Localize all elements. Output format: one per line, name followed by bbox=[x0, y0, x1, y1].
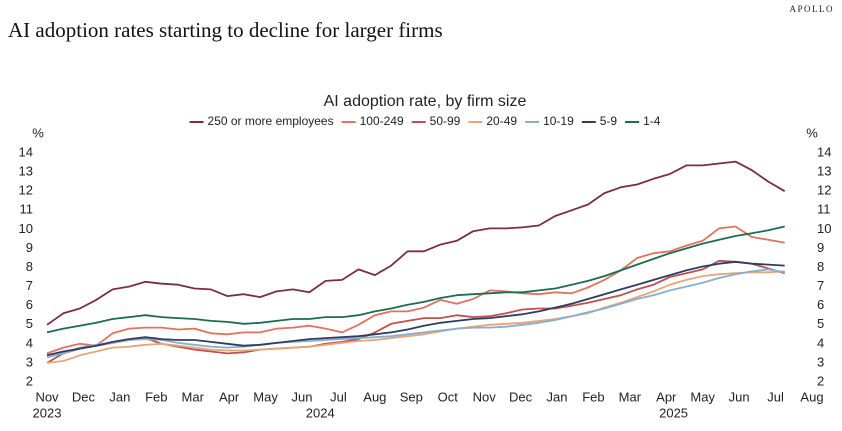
x-tick-label: Dec bbox=[509, 389, 533, 404]
series-line bbox=[46, 225, 785, 334]
x-tick-label: Mar bbox=[619, 389, 642, 404]
x-tick-label: Jan bbox=[109, 389, 130, 404]
series-line bbox=[46, 268, 785, 359]
y-tick-label: 10 bbox=[19, 221, 33, 236]
x-tick-label: Jul bbox=[330, 389, 347, 404]
y-tick-label: 4 bbox=[26, 335, 33, 350]
y-tick-label: 6 bbox=[26, 297, 33, 312]
y2-tick-label: 5 bbox=[817, 316, 824, 331]
y2-tick-label: 8 bbox=[817, 259, 824, 274]
year-label: 2024 bbox=[306, 405, 335, 420]
y-tick-label: 3 bbox=[26, 354, 33, 369]
x-tick-label: Nov bbox=[473, 389, 497, 404]
x-tick-label: Feb bbox=[582, 389, 604, 404]
x-tick-label: Apr bbox=[219, 389, 240, 404]
x-tick-label: Nov bbox=[35, 389, 59, 404]
x-tick-label: Jan bbox=[547, 389, 568, 404]
legend-label: 10-19 bbox=[543, 114, 574, 128]
y2-axis-label: % bbox=[806, 125, 818, 140]
brand: APOLLO bbox=[790, 4, 835, 14]
legend-label: 100-249 bbox=[360, 114, 404, 128]
legend-label: 50-99 bbox=[430, 114, 461, 128]
series-line bbox=[46, 270, 785, 364]
y2-tick-label: 4 bbox=[817, 335, 824, 350]
y2-tick-label: 14 bbox=[817, 144, 831, 159]
y2-tick-label: 13 bbox=[817, 164, 831, 179]
x-tick-label: May bbox=[690, 389, 715, 404]
year-label: 2025 bbox=[659, 405, 688, 420]
series-line bbox=[46, 160, 786, 326]
y2-tick-label: 12 bbox=[817, 183, 831, 198]
y-tick-label: 5 bbox=[26, 316, 33, 331]
legend-label: 250 or more employees bbox=[208, 114, 334, 128]
x-tick-label: Jun bbox=[292, 389, 313, 404]
y2-tick-label: 3 bbox=[817, 354, 824, 369]
x-tick-label: Aug bbox=[800, 389, 823, 404]
x-tick-label: Mar bbox=[182, 389, 205, 404]
y2-tick-label: 2 bbox=[817, 373, 824, 388]
x-tick-label: Jun bbox=[729, 389, 750, 404]
y2-tick-label: 7 bbox=[817, 278, 824, 293]
x-tick-label: May bbox=[253, 389, 278, 404]
x-tick-label: Feb bbox=[145, 389, 167, 404]
legend-label: 20-49 bbox=[486, 114, 517, 128]
series-line bbox=[46, 260, 785, 357]
year-label: 2023 bbox=[33, 405, 62, 420]
y-tick-label: 14 bbox=[19, 144, 33, 159]
y2-tick-label: 6 bbox=[817, 297, 824, 312]
y2-tick-label: 11 bbox=[817, 202, 831, 217]
y-tick-label: 11 bbox=[20, 202, 34, 217]
x-tick-label: Aug bbox=[363, 389, 386, 404]
y-tick-label: 2 bbox=[26, 373, 33, 388]
series-line bbox=[46, 225, 785, 355]
x-tick-label: Dec bbox=[72, 389, 96, 404]
chart-title: AI adoption rate, by firm size bbox=[324, 93, 527, 110]
y-tick-label: 13 bbox=[19, 164, 33, 179]
y-axis-label: % bbox=[32, 125, 44, 140]
y-tick-label: 12 bbox=[19, 183, 33, 198]
y2-tick-label: 9 bbox=[817, 240, 824, 255]
x-tick-label: Apr bbox=[656, 389, 677, 404]
series-line bbox=[46, 259, 785, 364]
y-tick-label: 9 bbox=[26, 240, 33, 255]
x-tick-label: Jul bbox=[767, 389, 784, 404]
page-title: AI adoption rates starting to decline fo… bbox=[8, 18, 443, 42]
y-tick-label: 7 bbox=[26, 278, 33, 293]
x-tick-label: Sep bbox=[400, 389, 423, 404]
x-tick-label: Oct bbox=[438, 389, 459, 404]
y2-tick-label: 10 bbox=[817, 221, 831, 236]
legend-label: 5-9 bbox=[600, 114, 618, 128]
legend-label: 1-4 bbox=[643, 114, 661, 128]
y-tick-label: 8 bbox=[26, 259, 33, 274]
